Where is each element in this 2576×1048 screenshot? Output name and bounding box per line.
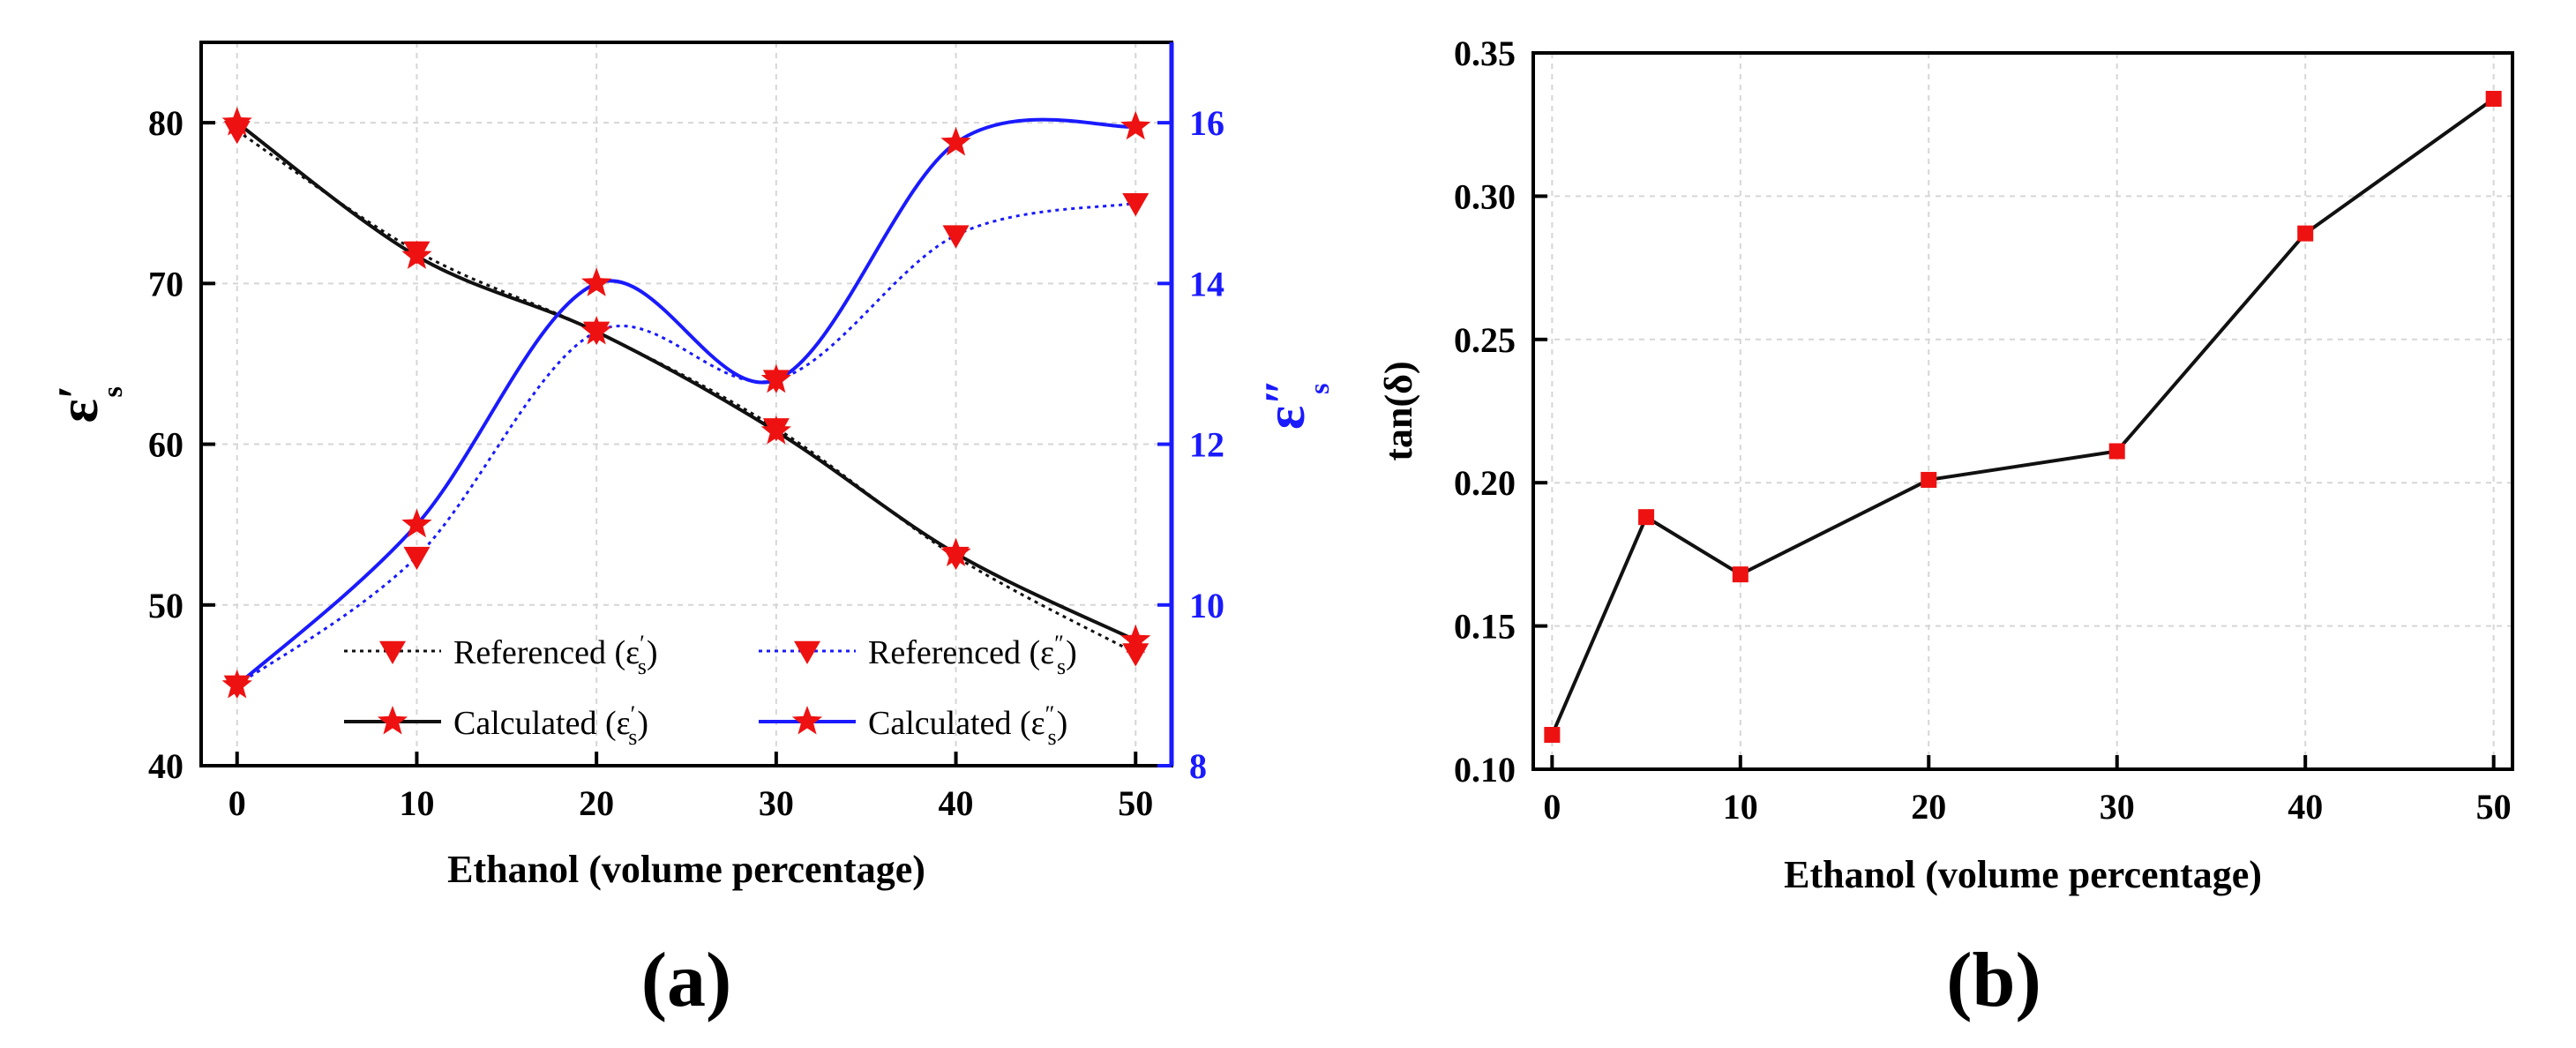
panel-a-left-axis-label: ε′s [47,385,128,423]
panel-a-point-s3-3 [760,363,791,393]
panel-b-y-tick-label: 0.15 [1454,607,1516,647]
panel-a-ticks: 0 10 20 30 40 50 40 50 60 70 80 8 10 12 14 16 [148,103,1224,823]
panel-b-point-1 [1638,509,1655,526]
panel-b-x-tick-label: 30 [2100,787,2135,827]
panel-b-grid [1533,52,2512,770]
panel-a-point-s1-1 [403,546,431,571]
panel-a-chart: 0 10 20 30 40 50 40 50 60 70 80 8 10 12 14 16 Reference… [47,41,1335,1023]
panel-a-label: (a) [641,938,732,1023]
panel-a-series-line-1 [236,201,1136,687]
panel-a-point-s3-2 [581,267,612,296]
panel-a-legend-label: Referenced (ε″ s) [868,631,1077,679]
panel-b-label: (b) [1946,938,2041,1023]
panel-b-y-tick-label: 0.10 [1454,750,1516,790]
panel-a-legend-marker [794,640,820,664]
panel-a-legend-marker [791,706,823,735]
panel-a-right-axis-label: ε″s [1254,378,1335,430]
panel-a-series [221,107,1151,699]
panel-a-x-axis-label: Ethanol (volume percentage) [447,848,925,891]
panel-a-point-s1-5 [1122,192,1149,217]
panel-b-ticks: 0 10 20 30 40 50 0.10 0.15 0.20 0.25 0.30 0.35 [1454,34,2512,827]
panel-a-series-line-3 [236,117,1136,687]
panel-a-left-tick-label: 80 [148,103,183,143]
panel-a-legend: Referenced (ε′ s) Referenced (ε″ s) Calculat… [344,631,1077,750]
panel-a-left-tick-label: 50 [148,586,183,625]
panel-a-point-s3-0 [221,669,252,699]
panel-b-chart: 0 10 20 30 40 50 0.10 0.15 0.20 0.25 0.30 0.35 Etha… [1377,34,2514,1023]
panel-a-x-tick-label: 10 [399,783,434,823]
panel-a-x-tick-label: 40 [939,783,974,823]
panel-b-series-line [1550,97,2495,736]
panel-b-point-3 [1921,471,1937,488]
panel-b-point-6 [2485,90,2502,107]
panel-a-left-tick-label: 60 [148,425,183,465]
panel-a-series-line-0 [236,129,1136,655]
panel-a-right-tick-label: 8 [1189,746,1207,786]
panel-b-x-tick-label: 20 [1911,787,1946,827]
panel-b-point-5 [2297,225,2314,242]
panel-b-point-4 [2108,443,2125,460]
panel-a-right-tick-label: 16 [1189,103,1224,143]
panel-a-legend-label: Referenced (ε′ s) [453,631,658,679]
panel-a-right-tick-label: 14 [1189,264,1224,303]
panel-b-point-2 [1732,566,1749,583]
panel-a-point-s1-4 [942,225,970,249]
panel-b-x-axis-label: Ethanol (volume percentage) [1784,853,2262,896]
panel-b-x-tick-label: 10 [1723,787,1758,827]
panel-a-legend-marker [377,706,408,735]
panel-a-point-s2-0 [221,107,252,136]
panel-b-y-axis-label: tan(δ) [1377,361,1420,460]
panel-a-right-tick-label: 12 [1189,425,1224,465]
panel-a-point-s3-1 [401,508,432,538]
panel-a-legend-label: Calculated (ε″ s) [868,701,1067,750]
panel-b-x-tick-label: 0 [1543,787,1561,827]
panel-a-legend-label: Calculated (ε′ s) [453,701,648,750]
panel-a-x-tick-label: 0 [228,783,246,823]
panel-a-x-tick-label: 20 [579,783,614,823]
panel-a-legend-marker [379,640,406,664]
panel-b-y-tick-label: 0.20 [1454,463,1516,503]
panel-a-point-s2-3 [760,415,791,445]
panel-b-point-0 [1544,727,1561,744]
panel-a-x-tick-label: 30 [759,783,794,823]
panel-a-series-line-2 [236,121,1137,642]
panel-a-x-tick-label: 50 [1118,783,1153,823]
panel-b-x-tick-label: 40 [2288,787,2323,827]
panel-a-point-s3-4 [940,126,971,156]
panel-b-y-tick-label: 0.25 [1454,320,1516,360]
panel-b-series [1544,90,2502,744]
panel-b-y-tick-label: 0.30 [1454,176,1516,216]
panel-a-point-s2-1 [401,240,432,269]
panel-a-point-s2-4 [940,537,971,567]
panel-a-point-s2-2 [581,316,612,345]
panel-b-y-tick-label: 0.35 [1454,34,1516,73]
panel-b-x-tick-label: 50 [2476,787,2512,827]
panel-b-plot-frame [1531,51,2514,771]
panel-a-left-tick-label: 70 [148,264,183,303]
panel-a-point-s2-5 [1120,624,1151,654]
panel-a-right-tick-label: 10 [1189,586,1224,625]
panel-a-left-tick-label: 40 [148,746,183,786]
panel-a-point-s3-5 [1120,110,1151,140]
